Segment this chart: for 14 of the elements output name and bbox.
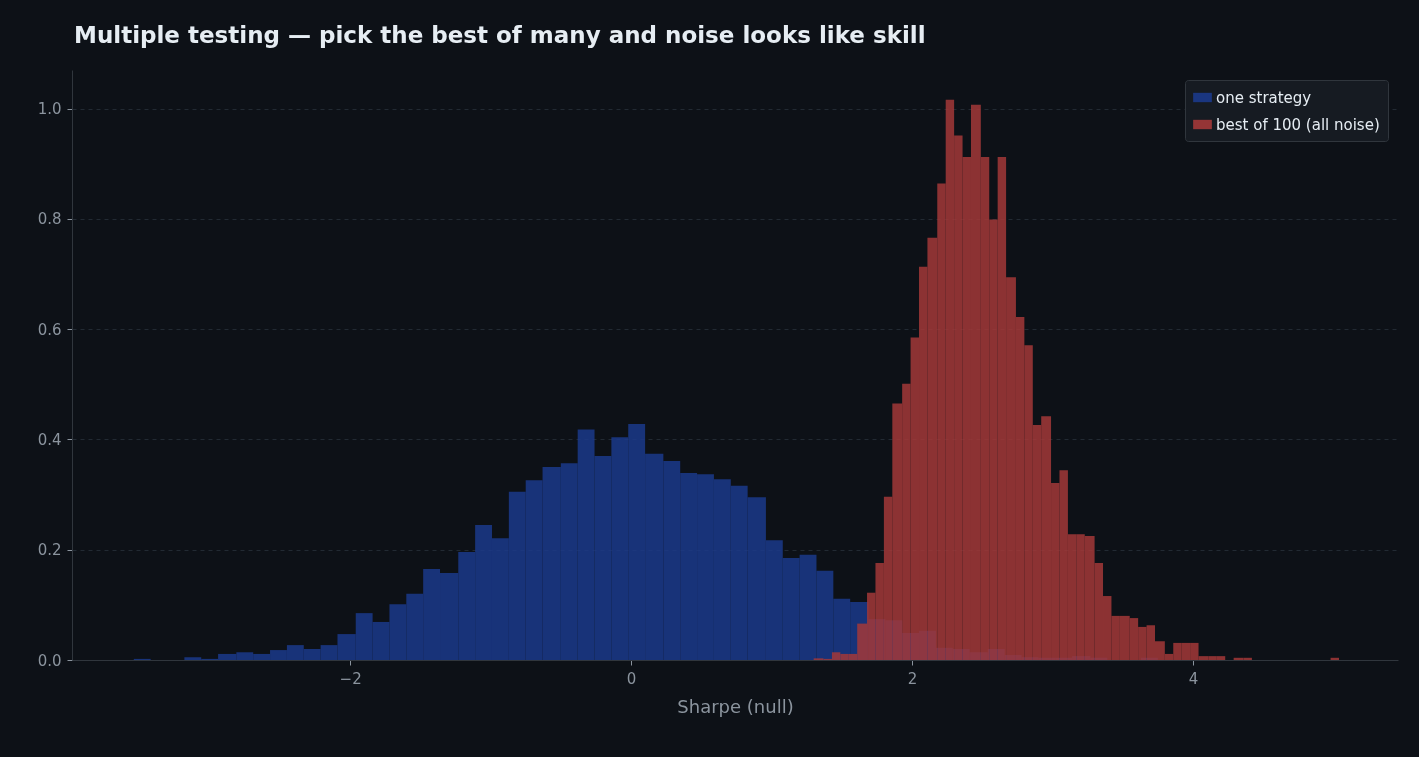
x-axis-title: Sharpe (null) — [677, 695, 794, 717]
x-tick-label: −2 — [339, 669, 362, 688]
legend-label: best of 100 (all noise) — [1216, 115, 1380, 134]
y-tick-label: 0.8 — [37, 210, 62, 229]
x-tick-label: 4 — [1188, 669, 1199, 688]
chart-title: Multiple testing — pick the best of many and noise looks like skill — [74, 22, 926, 48]
y-tick-label: 0.0 — [37, 651, 62, 670]
y-tick-label: 1.0 — [37, 100, 62, 119]
y-tick-label: 0.2 — [37, 541, 62, 560]
x-tick-label: 0 — [626, 669, 637, 688]
legend-label: one strategy — [1216, 88, 1312, 107]
y-tick-label: 0.6 — [37, 320, 62, 339]
x-tick-label: 2 — [907, 669, 918, 688]
y-tick-label: 0.4 — [37, 430, 62, 449]
